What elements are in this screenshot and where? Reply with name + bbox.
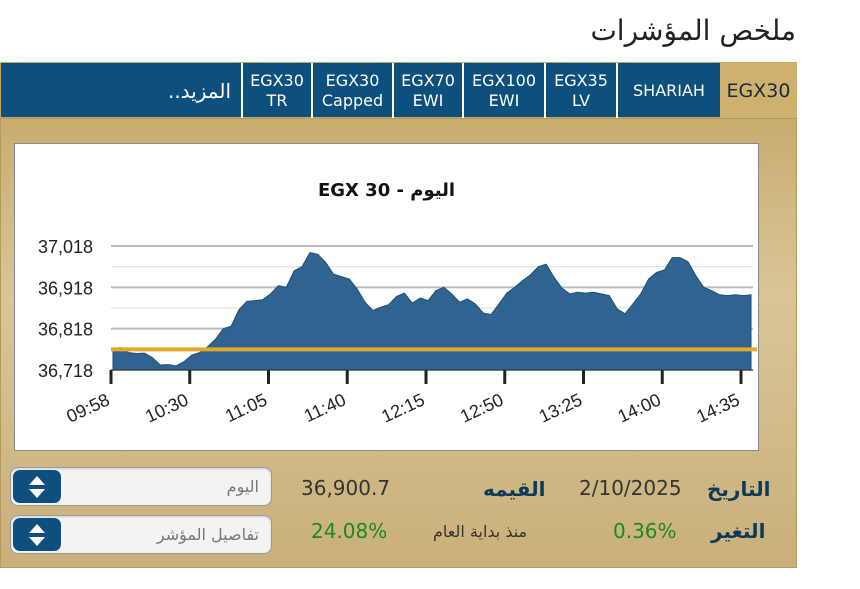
tab-label-line2: EWI [488,91,520,110]
tab-egx100-ewi[interactable]: EGX100 EWI [462,63,544,119]
chart-title: EGX 30 - اليوم [317,180,456,201]
index-summary-panel: EGX 30 - اليوم 37,018 36,918 36,818 36,718 0… [0,118,797,568]
details-stepper-button[interactable] [13,518,61,551]
tab-egx30[interactable]: EGX30 [720,63,797,119]
date-value: 2/10/2025 [579,476,682,500]
ytd-value: 24.08% [311,519,388,543]
change-label: التغير [711,519,766,543]
tab-label-line1: EGX70 [401,71,455,90]
tab-label-line2: EWI [412,91,444,110]
tab-label-line1: EGX30 [325,71,380,90]
details-value: تفاصيل المؤشر [156,525,259,544]
ytd-label: منذ بداية العام [433,522,528,541]
page-title: ملخص المؤشرات [590,14,796,47]
tab-shariah[interactable]: SHARIAH [616,63,720,119]
x-tick-label: 11:05 [222,389,270,426]
up-down-arrows-icon [29,524,45,546]
tab-more[interactable]: المزيد.. [167,79,231,103]
tab-label-line1: EGX100 [471,71,536,90]
period-stepper-button[interactable] [13,470,61,503]
tab-label-line2: Capped [321,91,384,110]
period-stepper[interactable]: اليوم [10,467,272,506]
tab-label-line2: LV [571,91,591,110]
change-value: 0.36% [613,519,677,543]
x-tick-label: 14:00 [615,389,664,426]
tab-egx30-capped[interactable]: EGX30 Capped [311,63,392,119]
y-tick-label: 36,718 [38,361,93,381]
date-label: التاريخ [707,477,771,501]
x-tick-label: 09:58 [63,389,112,426]
tab-egx30-tr[interactable]: EGX30 TR [241,63,311,119]
y-tick-label: 37,018 [38,237,93,257]
series-area [112,252,752,371]
tab-label-line2: TR [266,91,288,110]
tab-egx35-lv[interactable]: EGX35 LV [544,63,616,119]
value-label: القيمه [483,477,546,501]
index-area-chart: 37,018 36,918 36,818 36,718 09:58 10:30 11:05 1… [38,237,757,427]
x-tick-label: 10:30 [142,389,191,426]
details-stepper[interactable]: تفاصيل المؤشر [10,515,272,554]
y-tick-label: 36,918 [38,278,93,298]
period-value: اليوم [226,477,259,496]
x-tick-label: 12:50 [457,389,506,426]
x-tick-label: 13:25 [536,389,585,426]
x-tick-label: 14:35 [693,389,742,426]
chart-container: EGX 30 - اليوم 37,018 36,918 36,818 36,718 0… [14,143,759,451]
index-tabbar: المزيد.. EGX30 TR EGX30 Capped EGX70 EWI… [0,62,797,119]
tab-egx70-ewi[interactable]: EGX70 EWI [392,63,462,119]
tab-label-line1: EGX35 [554,71,608,90]
x-tick-label: 12:15 [378,389,427,426]
x-tick-label: 11:40 [301,389,349,426]
y-tick-label: 36,818 [38,320,93,340]
tab-label-line1: EGX30 [250,71,304,90]
up-down-arrows-icon [29,476,45,498]
index-value: 36,900.7 [301,476,391,500]
